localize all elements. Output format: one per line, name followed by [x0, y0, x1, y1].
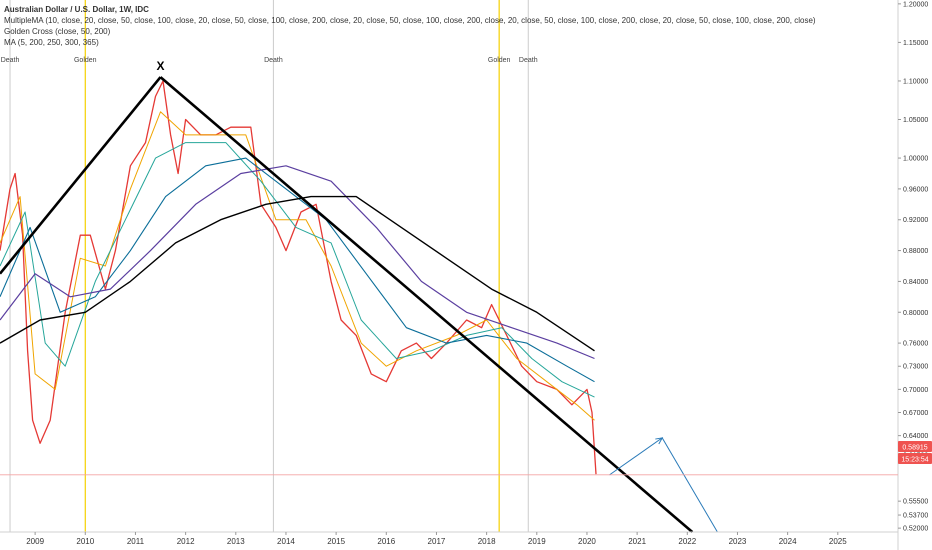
x-tick-8: 2017	[428, 537, 446, 546]
y-tick-1: 1.15000	[903, 40, 928, 47]
y-tick-0: 1.20000	[903, 1, 928, 8]
y-tick-8: 0.84000	[903, 279, 928, 286]
peak-marker: X	[157, 59, 165, 73]
x-tick-13: 2022	[678, 537, 696, 546]
x-tick-12: 2021	[628, 537, 646, 546]
y-tick-19: 0.52000	[903, 526, 928, 533]
x-tick-14: 2023	[729, 537, 747, 546]
x-tick-10: 2019	[528, 537, 546, 546]
y-tick-11: 0.73000	[903, 364, 928, 371]
projection-path	[609, 437, 718, 533]
x-axis: 2009 2010 2011 2012 2013 2014 2015 2016 2017 2018…	[0, 531, 898, 546]
legend-ma: MA (5, 200, 250, 300, 365)	[4, 38, 99, 47]
y-tick-5: 0.96000	[903, 186, 928, 193]
y-tick-14: 0.64000	[903, 433, 928, 440]
event-label-3: Golden	[488, 57, 511, 64]
y-tick-9: 0.80000	[903, 310, 928, 317]
y-tick-2: 1.10000	[903, 78, 928, 85]
y-tick-12: 0.70000	[903, 387, 928, 394]
y-tick-7: 0.88000	[903, 248, 928, 255]
trendline-0	[0, 76, 162, 275]
cross-events: Death Golden Death Golden Death	[1, 0, 538, 532]
legend-multiple-ma: MultipleMA (10, close, 20, close, 50, cl…	[4, 16, 816, 25]
x-tick-5: 2014	[277, 537, 295, 546]
x-tick-4: 2013	[227, 537, 245, 546]
chart-title: Australian Dollar / U.S. Dollar, 1W, IDC	[4, 5, 149, 14]
x-tick-2: 2011	[127, 537, 145, 546]
x-tick-1: 2010	[76, 537, 94, 546]
y-tick-3: 1.05000	[903, 117, 928, 124]
y-tick-4: 1.00000	[903, 156, 928, 163]
last-price-label: 0.58915	[902, 445, 927, 452]
series-ma_slow	[0, 157, 595, 383]
chart-legend: Australian Dollar / U.S. Dollar, 1W, IDC…	[4, 4, 816, 48]
series-price	[0, 80, 597, 475]
y-tick-10: 0.76000	[903, 341, 928, 348]
legend-golden-cross: Golden Cross (close, 50, 200)	[4, 27, 111, 36]
series-ma_fast	[0, 111, 595, 421]
event-label-0: Death	[1, 57, 20, 64]
x-tick-6: 2015	[327, 537, 345, 546]
projection-arrowhead	[655, 437, 664, 445]
y-tick-18: 0.53700	[903, 513, 928, 520]
series-ma_mid	[0, 142, 595, 398]
event-label-1: Golden	[74, 57, 97, 64]
y-tick-17: 0.55500	[903, 499, 928, 506]
series-ma_slowest	[0, 195, 595, 352]
trendline-1	[159, 76, 694, 533]
event-label-2: Death	[264, 57, 283, 64]
x-tick-16: 2025	[829, 537, 847, 546]
x-tick-3: 2012	[177, 537, 195, 546]
series-ma_slower	[0, 165, 595, 360]
countdown-label: 15:23:54	[901, 457, 928, 464]
y-tick-6: 0.92000	[903, 217, 928, 224]
x-tick-11: 2020	[578, 537, 596, 546]
projection-arrow	[609, 437, 718, 533]
event-label-4: Death	[519, 57, 538, 64]
x-tick-7: 2016	[377, 537, 395, 546]
x-tick-9: 2018	[478, 537, 496, 546]
x-tick-15: 2024	[779, 537, 797, 546]
y-tick-13: 0.67000	[903, 410, 928, 417]
trendlines	[0, 76, 694, 533]
ma-series	[0, 80, 597, 475]
x-tick-0: 2009	[26, 537, 44, 546]
last-price-tag: 0.58915	[898, 441, 932, 452]
countdown-tag: 15:23:54	[898, 453, 932, 464]
